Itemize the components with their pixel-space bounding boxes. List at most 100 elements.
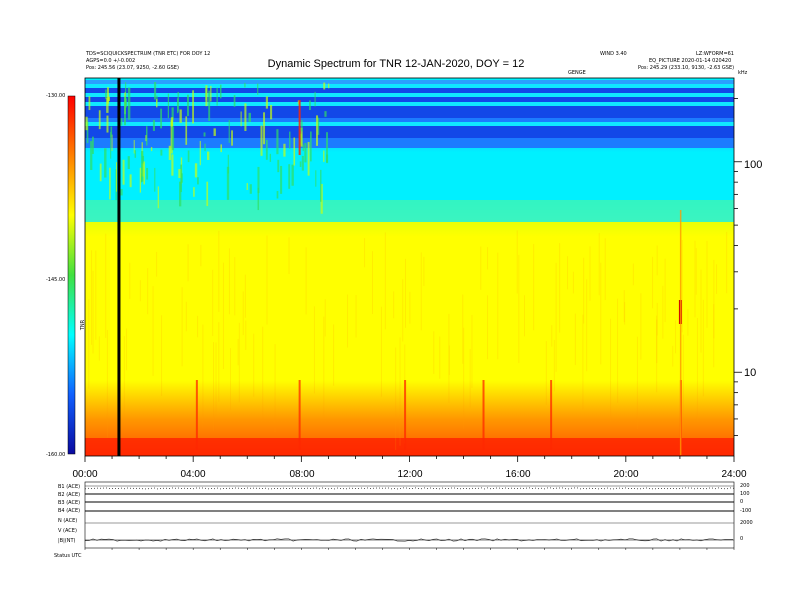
spectrum-streak [687,309,689,336]
spectrum-streak [145,135,147,142]
spectrum-stripe [85,84,734,88]
panel-dot [499,487,500,489]
panel-dot [262,488,263,489]
panel-dot [532,488,533,489]
spectrum-streak [202,324,204,429]
panel-dot [196,487,197,489]
spectrum-streak [333,324,335,386]
panel-dot [307,487,308,489]
spectrum-streak [88,96,91,111]
chart-title: Dynamic Spectrum for TNR 12-JAN-2020, DO… [267,58,525,70]
spectrum-streak [706,240,708,328]
panel-dot [691,487,692,489]
panel-dot [718,487,719,489]
panel-dot [634,488,635,489]
spectrum-streak [439,336,441,379]
panel-dot [322,487,323,489]
panel-label: B4 (ACE) [58,508,81,514]
spectrum-band-cyan-low [85,200,734,222]
panel-dot [148,488,149,490]
spectrum-streak [213,342,215,431]
spectrum-streak [433,331,435,374]
panel-dot [151,487,152,489]
spectrum-streak [574,313,576,366]
spectrum-streak [640,293,642,360]
spectrum-streak [106,329,108,438]
spectrum-streak [420,252,422,331]
spectrum-streak [140,151,144,182]
panel-dot [88,487,89,489]
spectrum-streak [139,167,142,193]
panel-dot [337,487,338,489]
panel-dot [391,488,392,490]
panel-dot [568,488,569,490]
spectrum-streak [160,108,163,129]
panel-dot [469,488,470,490]
spectrum-streak [636,336,638,430]
spectrum-streak [598,232,600,296]
panel-dot [430,487,431,489]
spectrum-streak [246,183,248,190]
header-left-line3: Pos: 245.56 (23.07, 9250, -2.60 GSE) [86,65,179,71]
spectrum-streak [171,154,174,176]
spectrum-streak [301,155,304,171]
spectrum-stripe [85,138,734,148]
spectrum-streak [115,162,118,192]
spectrum-streak [310,131,312,162]
spectrum-streak [228,248,230,315]
spectrum-streak [409,291,411,324]
spectrum-streak [304,142,307,163]
panel-dot [319,488,320,490]
panel-dot [604,488,605,490]
panel-dot [145,488,146,490]
panel-dot [526,487,527,489]
panel-dot [595,488,596,489]
spectrum-streak [242,291,244,336]
spectrum-streak [197,177,199,185]
panel-dot [286,488,287,489]
panel-dot [202,487,203,489]
panel-dot [229,487,230,489]
burst-mark [298,380,301,450]
spectrum-streak [170,120,173,154]
panel-dot [412,488,413,489]
spectrum-streak [364,238,366,268]
spectrum-streak [288,237,290,275]
spectrum-stripe [85,122,734,126]
panel-label: |B|(NT) [58,538,76,544]
panel-dot [424,487,425,489]
panel-label: B2 (ACE) [58,492,81,498]
spectrum-streak [99,163,102,182]
spectrum-streak [249,184,252,194]
spectrum-streak [248,112,251,123]
spectrum-streak [178,168,181,179]
spectrum-streak [152,119,156,131]
panel-dot [187,488,188,489]
panel-dot [259,487,260,489]
spectrum-streak [206,181,209,207]
panel-dot [433,488,434,489]
panel-dot [490,488,491,490]
spectrum-streak [120,118,123,126]
panel-dot [175,487,176,489]
panel-dot [538,488,539,490]
spectrum-streak [713,259,715,339]
panel-dot [340,488,341,489]
panel-dot [388,487,389,489]
spectrum-streak [145,126,148,146]
panel-dot [406,487,407,489]
panel-dot [661,488,662,489]
spectrum-streak [277,159,280,173]
panel-dot [631,488,632,489]
spectrum-streak [380,306,382,397]
spectrum-streak [185,116,188,145]
spectrum-streak [316,115,319,146]
spectrum-streak [323,316,325,419]
panel-dot [211,488,212,490]
spectrum-streak [283,143,286,157]
spectrum-streak [231,130,233,146]
panel-dot [139,487,140,489]
panel-dot [169,488,170,489]
spectrum-streak [205,85,208,107]
spectrum-streak [206,151,210,160]
